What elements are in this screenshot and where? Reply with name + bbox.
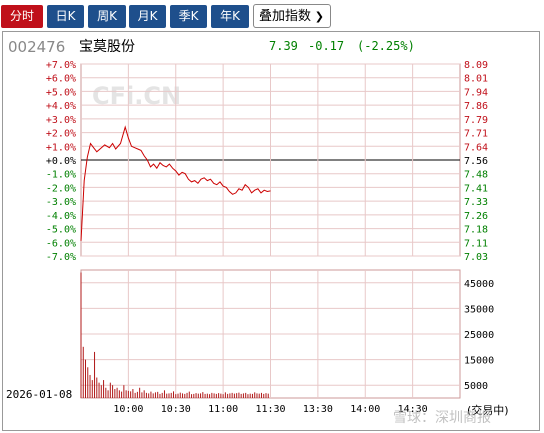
stock-code: 002476 (8, 38, 65, 56)
pct-tick-label: +2.0% (46, 129, 76, 140)
pct-tick-label: -7.0% (46, 252, 76, 263)
price-tick-label: 7.18 (464, 225, 488, 236)
time-tick-label: 13:30 (303, 404, 333, 415)
stock-change: -0.17 (308, 39, 344, 53)
pct-tick-label: +7.0% (46, 60, 76, 71)
pct-tick-label: +6.0% (46, 74, 76, 85)
pct-tick-label: +0.0% (46, 156, 76, 167)
tab-weekly-k[interactable]: 周K (88, 5, 126, 28)
tab-monthly-k[interactable]: 月K (129, 5, 166, 28)
corner-watermark: 雪球：深圳商报 (393, 410, 491, 426)
volume-tick-label: 15000 (464, 356, 494, 367)
date-label: 2026-01-08 (6, 388, 72, 401)
price-tick-label: 7.41 (464, 183, 488, 194)
overlay-index-label: 叠加指数 (259, 9, 312, 24)
pct-tick-label: +1.0% (46, 142, 76, 153)
price-tick-label: 7.71 (464, 129, 488, 140)
price-tick-label: 7.48 (464, 170, 488, 181)
trading-status: (交易中) (467, 403, 509, 417)
pct-tick-label: -1.0% (46, 170, 76, 181)
time-tick-label: 14:30 (398, 404, 428, 415)
stock-price: 7.39 (269, 39, 298, 53)
tab-daily-k[interactable]: 日K (47, 5, 84, 28)
time-tick-label: 10:30 (161, 404, 191, 415)
price-tick-label: 7.26 (464, 211, 488, 222)
pct-tick-label: -6.0% (46, 238, 76, 249)
volume-tick-label: 35000 (464, 304, 494, 315)
pct-tick-label: +5.0% (46, 87, 76, 98)
stock-name: 宝莫股份 (79, 39, 135, 55)
price-tick-label: 7.11 (464, 238, 488, 249)
overlay-index-select[interactable]: 叠加指数 ❯ (253, 4, 331, 28)
pct-tick-label: -3.0% (46, 197, 76, 208)
price-tick-label: 7.03 (464, 252, 488, 263)
time-tick-label: 10:00 (113, 404, 143, 415)
volume-tick-label: 25000 (464, 330, 494, 341)
time-tick-label: 11:00 (208, 404, 238, 415)
tab-intraday[interactable]: 分时 (1, 5, 43, 28)
price-tick-label: 7.33 (464, 197, 488, 208)
price-tick-label: 7.86 (464, 101, 488, 112)
volume-tick-label: 45000 (464, 279, 494, 290)
price-tick-label: 8.09 (464, 60, 488, 71)
price-tick-label: 7.56 (464, 156, 488, 167)
volume-tick-label: 5000 (464, 381, 488, 392)
chevron-down-icon: ❯ (314, 10, 324, 23)
period-tabs: 分时 日K 周K 月K 季K 年K 叠加指数 ❯ (0, 0, 544, 30)
price-tick-label: 7.79 (464, 115, 488, 126)
price-tick-label: 7.94 (464, 87, 488, 98)
pct-tick-label: +3.0% (46, 115, 76, 126)
time-tick-label: 14:00 (350, 404, 380, 415)
stock-change-pct: (-2.25%) (357, 39, 415, 53)
pct-tick-label: +4.0% (46, 101, 76, 112)
pct-tick-label: -4.0% (46, 211, 76, 222)
pct-tick-label: -2.0% (46, 183, 76, 194)
tab-quarterly-k[interactable]: 季K (170, 5, 207, 28)
tab-yearly-k[interactable]: 年K (211, 5, 249, 28)
time-tick-label: 11:30 (255, 404, 285, 415)
price-tick-label: 7.64 (464, 142, 488, 153)
cfi-watermark: CFi.CN (92, 82, 181, 110)
price-line (80, 125, 271, 241)
pct-tick-label: -5.0% (46, 225, 76, 236)
price-tick-label: 8.01 (464, 74, 488, 85)
chart-panel (2, 31, 540, 431)
